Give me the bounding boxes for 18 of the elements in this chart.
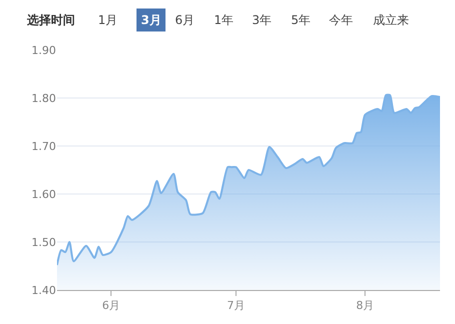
y-tick-label: 1.60	[32, 188, 56, 201]
text: 成立来	[373, 13, 409, 27]
text: 3月	[141, 13, 162, 27]
y-tick-label: 1.80	[32, 92, 56, 105]
y-tick-label: 1.90	[32, 44, 56, 57]
text: 6月	[175, 13, 195, 27]
x-tick-label: 7月	[227, 299, 246, 312]
y-tick-label: 1.50	[32, 236, 56, 249]
text: 1年	[214, 13, 234, 27]
text: 选择时间	[26, 13, 75, 27]
y-tick-label: 1.40	[32, 284, 56, 297]
x-tick-label: 6月	[102, 299, 120, 312]
text: 1月	[98, 13, 118, 27]
text: 3年	[252, 13, 272, 27]
x-tick-label: 8月	[356, 299, 374, 312]
text: 5年	[291, 13, 311, 27]
text: 今年	[329, 13, 353, 27]
y-tick-label: 1.70	[32, 140, 56, 153]
